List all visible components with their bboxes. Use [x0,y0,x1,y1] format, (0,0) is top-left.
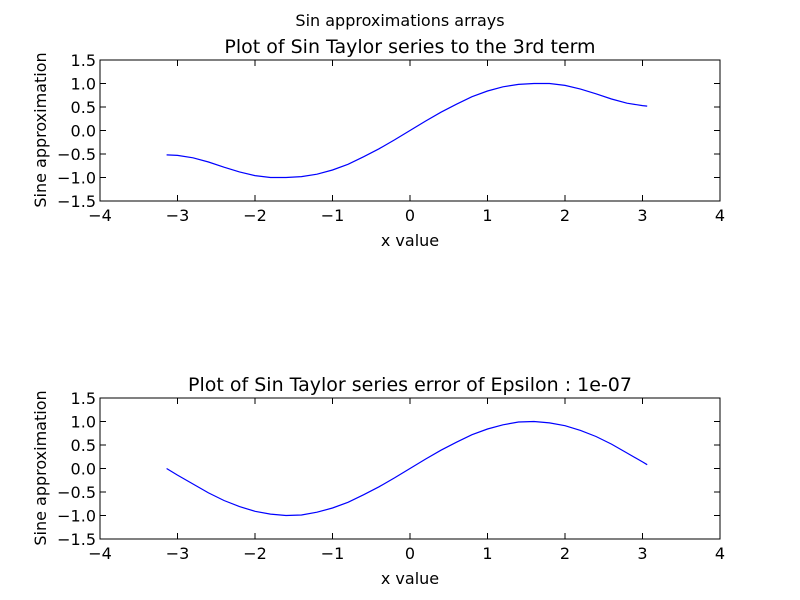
plot-area-top [166,82,648,179]
x-tick-label: 0 [405,206,415,225]
x-tick-label: 3 [637,206,647,225]
y-tick-label: 0.0 [71,122,96,141]
y-tick-label: −1.5 [57,192,96,211]
y-axis-label-bottom: Sine approximation [31,390,50,545]
y-axis-label-top: Sine approximation [31,52,50,207]
x-tick-label: −1 [321,206,345,225]
figure-suptitle: Sin approximations arrays [295,11,504,30]
y-tick-label: −0.5 [57,145,96,164]
x-tick-label: −3 [166,544,190,563]
x-tick-label: −4 [88,544,112,563]
x-tick-label: 4 [715,206,725,225]
y-tick-label: −1.0 [57,169,96,188]
x-tick-label: −3 [166,206,190,225]
x-axis-label-top: x value [381,231,439,250]
x-tick-label: −2 [243,544,267,563]
y-tick-label: 1.5 [71,389,96,408]
x-tick-label: 1 [482,544,492,563]
plot-area-bottom [166,420,648,517]
y-tick-label: 1.0 [71,413,96,432]
y-tick-label: 0.5 [71,436,96,455]
y-tick-label: −1.5 [57,530,96,549]
series-line-top-0 [166,82,648,179]
x-tick-label: 2 [560,206,570,225]
axes-top: Plot of Sin Taylor series to the 3rd ter… [31,36,725,250]
x-tick-label: 3 [637,544,647,563]
y-tick-label: 1.0 [71,75,96,94]
y-tick-label: 0.0 [71,460,96,479]
x-tick-label: 4 [715,544,725,563]
x-tick-label: 0 [405,544,415,563]
x-tick-label: 1 [482,206,492,225]
x-axis-label-bottom: x value [381,569,439,588]
ticks-top: −4 −3 −2 −1 0 1 2 3 4 −1.5 −1.0 −0.5 0.0 0.5 1.0 1.5 [57,51,725,225]
x-tick-label: −4 [88,206,112,225]
y-tick-label: −1.0 [57,507,96,526]
series-line-bottom-0 [166,420,648,517]
x-tick-label: 2 [560,544,570,563]
axes-bottom: Plot of Sin Taylor series error of Epsil… [31,374,725,588]
y-tick-label: 1.5 [71,51,96,70]
y-tick-label: 0.5 [71,98,96,117]
y-tick-label: −0.5 [57,483,96,502]
x-tick-label: −2 [243,206,267,225]
chart-title-top: Plot of Sin Taylor series to the 3rd ter… [224,36,595,58]
x-tick-label: −1 [321,544,345,563]
chart-title-bottom: Plot of Sin Taylor series error of Epsil… [188,374,632,396]
ticks-bottom: −4 −3 −2 −1 0 1 2 3 4 −1.5 −1.0 −0.5 0.0 0.5 1.0 1.5 [57,389,725,563]
